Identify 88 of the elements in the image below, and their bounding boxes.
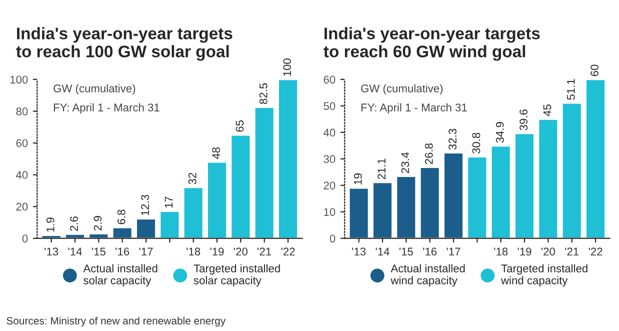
x-tick-label: '15 xyxy=(399,248,413,256)
x-tick-label: '22 xyxy=(588,248,602,256)
bar xyxy=(159,210,180,238)
y-tick-label: 20 xyxy=(16,202,28,211)
y-tick-label: 0 xyxy=(330,234,336,242)
bar xyxy=(372,182,393,238)
data-label: 2.6 xyxy=(70,216,78,231)
bar xyxy=(254,106,275,238)
annotation: FY: April 1 - March 31 xyxy=(54,103,160,114)
data-label: 30.8 xyxy=(472,132,480,154)
y-tick-label: 50 xyxy=(324,102,336,110)
data-label: 51.1 xyxy=(567,79,575,100)
bar xyxy=(419,166,440,238)
bar xyxy=(585,79,606,238)
x-tick-label: '14 xyxy=(68,248,82,256)
annotation: FY: April 1 - March 31 xyxy=(361,103,467,114)
source-note: Sources: Ministry of new and renewable energy xyxy=(6,316,226,327)
bar xyxy=(466,156,488,238)
data-label: 45 xyxy=(543,104,552,116)
legend-label: Targeted installed wind capacity xyxy=(500,264,588,287)
annotation: GW (cumulative) xyxy=(361,84,443,95)
data-label: 34.9 xyxy=(496,122,504,143)
x-tick-label: '17 xyxy=(139,248,153,256)
data-label: 23.4 xyxy=(401,152,410,174)
y-tick-label: 10 xyxy=(324,208,336,216)
x-tick-label: '17 xyxy=(446,248,460,256)
y-tick-label: 60 xyxy=(324,76,336,84)
bar xyxy=(396,176,417,238)
data-label: 82.5 xyxy=(259,83,268,104)
data-label: 19 xyxy=(354,173,362,184)
bar xyxy=(40,234,62,238)
data-label: 26.8 xyxy=(424,143,433,164)
x-tick-label: '13 xyxy=(44,248,58,256)
x-tick-label: '13 xyxy=(352,248,366,256)
bar xyxy=(230,134,252,238)
bar xyxy=(112,226,133,238)
x-tick-label: '15 xyxy=(92,248,106,256)
data-label: 65 xyxy=(236,120,244,132)
data-label: 17 xyxy=(164,196,173,208)
x-tick-label: '18 xyxy=(186,248,200,256)
x-tick-label: '19 xyxy=(518,248,532,256)
bar xyxy=(182,186,204,238)
bar xyxy=(206,161,228,238)
x-tick-label: '14 xyxy=(376,248,390,256)
data-label: 6.8 xyxy=(117,210,126,224)
x-tick-label: '18 xyxy=(494,248,508,256)
x-tick-label: '16 xyxy=(116,248,130,256)
y-tick-label: 60 xyxy=(16,139,28,148)
data-label: 32 xyxy=(188,172,196,184)
y-tick-label: 100 xyxy=(10,76,28,84)
y-tick-label: 20 xyxy=(324,182,336,190)
x-tick-label: '22 xyxy=(281,248,295,256)
data-label: 32.3 xyxy=(448,128,456,150)
x-tick-label: '21 xyxy=(565,248,579,256)
annotation: GW (cumulative) xyxy=(54,84,136,95)
data-label: 48 xyxy=(212,147,220,160)
y-tick-label: 0 xyxy=(22,234,28,242)
bar xyxy=(561,102,582,238)
chart-title: India's year-on-year targets to reach 100 GW solar goal xyxy=(16,27,232,61)
bar xyxy=(136,218,156,238)
y-tick-label: 80 xyxy=(16,107,28,116)
chart-title: India's year-on-year targets to reach 60 GW wind goal xyxy=(324,27,540,61)
data-label: 2.9 xyxy=(94,216,102,230)
x-tick-label: '20 xyxy=(542,248,555,256)
data-label: 12.3 xyxy=(141,194,149,216)
y-tick-label: 40 xyxy=(324,128,336,137)
data-label: 60 xyxy=(590,64,598,76)
data-label: 100 xyxy=(283,58,292,76)
data-label: 21.1 xyxy=(378,158,386,180)
bar xyxy=(348,187,370,238)
legend-label: Actual installed solar capacity xyxy=(83,264,158,287)
data-label: 39.6 xyxy=(520,110,528,130)
bar xyxy=(538,118,559,238)
data-label: 1.9 xyxy=(46,218,54,232)
legend-label: Targeted installed solar capacity xyxy=(194,264,280,287)
bar xyxy=(88,233,110,238)
bar xyxy=(490,145,512,238)
bar xyxy=(514,132,535,238)
x-tick-label: '19 xyxy=(210,248,224,256)
y-tick-label: 40 xyxy=(16,171,28,179)
bar xyxy=(64,233,86,238)
y-tick-label: 30 xyxy=(324,155,336,164)
bar xyxy=(443,152,464,238)
legend-label: Actual installed wind capacity xyxy=(390,264,465,287)
x-tick-label: '16 xyxy=(423,248,437,256)
x-tick-label: '21 xyxy=(258,248,272,256)
bar xyxy=(278,79,298,238)
x-tick-label: '20 xyxy=(234,248,248,256)
